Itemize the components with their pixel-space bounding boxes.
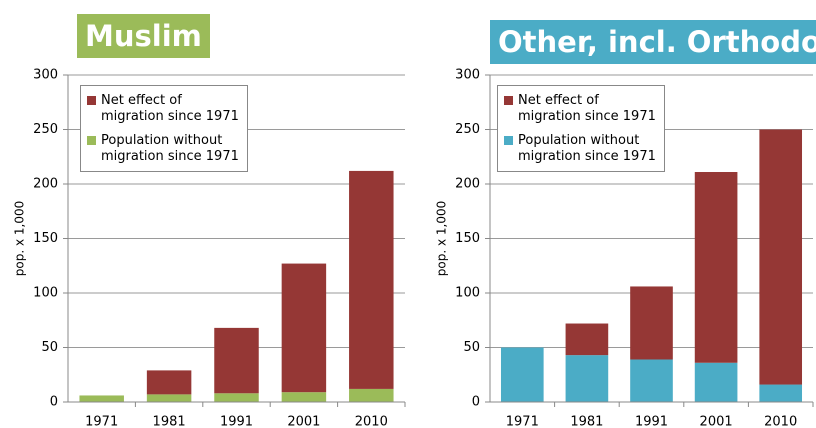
x-tick-label: 1991: [635, 415, 668, 428]
y-axis-label: pop. x 1,000: [435, 201, 449, 276]
bar-segment: [349, 170, 394, 389]
legend-label: Population without migration since 1971: [518, 133, 656, 164]
chart-title: Other, incl. Orthodox: [490, 20, 816, 64]
y-tick-label: 300: [455, 68, 480, 83]
x-tick-label: 2001: [287, 415, 320, 428]
y-tick-label: 0: [50, 395, 58, 410]
legend: Net effect of migration since 1971 Popula…: [497, 85, 665, 172]
bar-segment: [694, 172, 738, 363]
y-tick-label: 300: [33, 68, 58, 83]
x-tick-label: 1981: [153, 415, 186, 428]
legend-swatch: [87, 96, 96, 105]
legend-item: Net effect of migration since 1971: [504, 93, 658, 125]
legend-item: Population without migration since 1971: [87, 133, 241, 165]
y-tick-label: 250: [455, 122, 480, 137]
bar-segment: [630, 286, 673, 360]
y-tick-label: 0: [472, 395, 480, 410]
y-tick-label: 100: [455, 286, 480, 301]
legend-item: Net effect of migration since 1971: [87, 93, 241, 125]
y-tick-label: 250: [33, 122, 58, 137]
x-tick-label: 1971: [85, 415, 118, 428]
legend-swatch: [504, 96, 513, 105]
bar-segment: [759, 384, 803, 402]
bar-segment: [146, 370, 192, 395]
bar-segment: [565, 323, 609, 356]
legend: Net effect of migration since 1971 Popula…: [80, 85, 248, 172]
x-tick-label: 1971: [506, 415, 539, 428]
legend-item: Population without migration since 1971: [504, 133, 658, 165]
y-tick-label: 150: [33, 231, 58, 246]
x-tick-label: 2001: [700, 415, 733, 428]
bar-segment: [565, 355, 609, 402]
bar-segment: [500, 347, 544, 402]
bar-segment: [281, 263, 327, 393]
y-tick-label: 150: [455, 231, 480, 246]
bar-segment: [349, 388, 394, 402]
legend-swatch: [87, 136, 96, 145]
bar-segment: [214, 393, 259, 402]
y-tick-label: 200: [33, 177, 58, 192]
bar-segment: [759, 129, 803, 385]
y-tick-label: 50: [41, 340, 58, 355]
x-tick-label: 1991: [220, 415, 253, 428]
x-tick-label: 2010: [355, 415, 388, 428]
y-tick-label: 50: [463, 340, 480, 355]
y-tick-label: 100: [33, 286, 58, 301]
chart-title: Muslim: [77, 14, 210, 58]
bar-segment: [79, 395, 124, 402]
legend-swatch: [504, 136, 513, 145]
x-tick-label: 1981: [570, 415, 603, 428]
bar-segment: [694, 362, 738, 402]
legend-label: Net effect of migration since 1971: [101, 93, 239, 124]
bar-segment: [214, 327, 259, 394]
legend-label: Population without migration since 1971: [101, 133, 239, 164]
y-axis-label: pop. x 1,000: [13, 201, 27, 276]
legend-label: Net effect of migration since 1971: [518, 93, 656, 124]
bar-segment: [630, 359, 673, 402]
x-tick-label: 2010: [764, 415, 797, 428]
bar-segment: [146, 394, 192, 402]
bar-segment: [281, 392, 327, 402]
y-tick-label: 200: [455, 177, 480, 192]
